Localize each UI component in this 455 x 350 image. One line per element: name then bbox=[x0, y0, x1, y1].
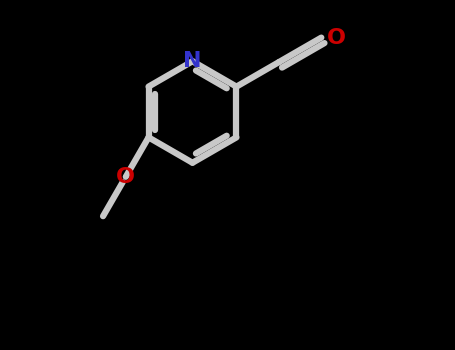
Text: N: N bbox=[183, 51, 202, 71]
Text: O: O bbox=[116, 167, 135, 187]
Text: O: O bbox=[327, 28, 346, 48]
